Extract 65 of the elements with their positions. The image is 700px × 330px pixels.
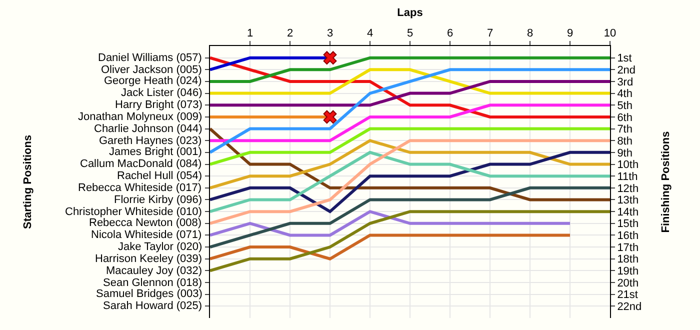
text: Charlie Johnson (044) — [94, 123, 202, 135]
text: Sean Glennon (018) — [103, 277, 202, 289]
text: James Bright (001) — [109, 146, 202, 158]
text: Florrie Kirby (096) — [114, 194, 202, 206]
text: Gareth Haynes (023) — [99, 135, 202, 147]
line-series — [210, 139, 610, 225]
x-tick-label: 10 — [604, 28, 616, 40]
text: Oliver Jackson (005) — [101, 64, 202, 76]
text: Nicola Whiteside (071) — [91, 229, 202, 241]
text: Jake Taylor (020) — [118, 241, 202, 253]
x-tick-label: 4 — [366, 28, 374, 40]
text: Harry Bright (073) — [115, 99, 202, 111]
x-tick-label: 7 — [486, 28, 494, 40]
y-tick-label: 15th — [617, 218, 639, 230]
y-tick-label: 12th — [617, 182, 639, 195]
y-tick-label: 19th — [617, 266, 639, 278]
x-tick-label: 9 — [566, 28, 574, 40]
line-series — [210, 139, 610, 190]
y-tick-label: 22nd — [617, 301, 642, 314]
text: George Heath (024) — [104, 75, 202, 87]
y-tick-label: 17th — [617, 242, 639, 254]
x-tick-label: 3 — [326, 28, 334, 40]
y-tick-label: 9th — [617, 147, 632, 160]
text: Samuel Bridges (003) — [96, 288, 202, 300]
text: Starting Positions — [22, 134, 34, 229]
y-tick-label: 6th — [617, 112, 632, 124]
y-tick-label: 13th — [617, 194, 639, 207]
y-tick-label: 5th — [617, 100, 632, 112]
x-tick-label: 5 — [406, 28, 414, 40]
x-tick-label: 8 — [526, 28, 534, 40]
text: Christopher Whiteside (010) — [65, 206, 202, 218]
line-series — [210, 186, 610, 249]
text: Jonathan Molyneux (009) — [78, 111, 202, 123]
x-axis-title: Laps — [397, 7, 423, 20]
text: Daniel Williams (057) — [98, 52, 202, 64]
y-tick-label: 21st — [617, 289, 638, 302]
line-series — [210, 150, 610, 214]
line-series — [210, 210, 610, 272]
text: Harrison Keeley (039) — [95, 253, 202, 265]
y-tick-label: 10th — [617, 159, 639, 172]
x-tick-label: 6 — [446, 28, 454, 40]
text: Jack Lister (046) — [121, 87, 202, 99]
x-tick-label: 1 — [246, 28, 254, 40]
line-series — [210, 127, 610, 202]
text: Rebecca Newton (008) — [89, 217, 202, 229]
y-tick-label: 16th — [617, 230, 639, 242]
x-tick-label: 2 — [286, 28, 294, 40]
y-tick-label: 11th — [617, 170, 638, 183]
text: Sarah Howard (025) — [103, 300, 202, 312]
text: Rachel Hull (054) — [117, 170, 202, 182]
y-tick-label: 4th — [617, 88, 632, 100]
y-tick-label: 20th — [617, 277, 639, 290]
y-tick-label: 2nd — [617, 64, 636, 76]
text: Callum MacDonald (084) — [80, 158, 202, 170]
text: Rebecca Whiteside (017) — [78, 182, 202, 194]
y-tick-label: 8th — [617, 135, 632, 148]
y-axis-title: Finishing Positions — [660, 131, 672, 233]
y-tick-label: 3rd — [617, 76, 634, 88]
y-tick-label: 1st — [617, 52, 632, 65]
text: Macauley Joy (032) — [106, 265, 202, 277]
line-series — [210, 68, 610, 154]
y-tick-label: 18th — [617, 254, 639, 266]
y-tick-label: 14th — [617, 206, 639, 218]
line-series — [210, 56, 610, 118]
y-tick-label: 7th — [617, 124, 632, 136]
